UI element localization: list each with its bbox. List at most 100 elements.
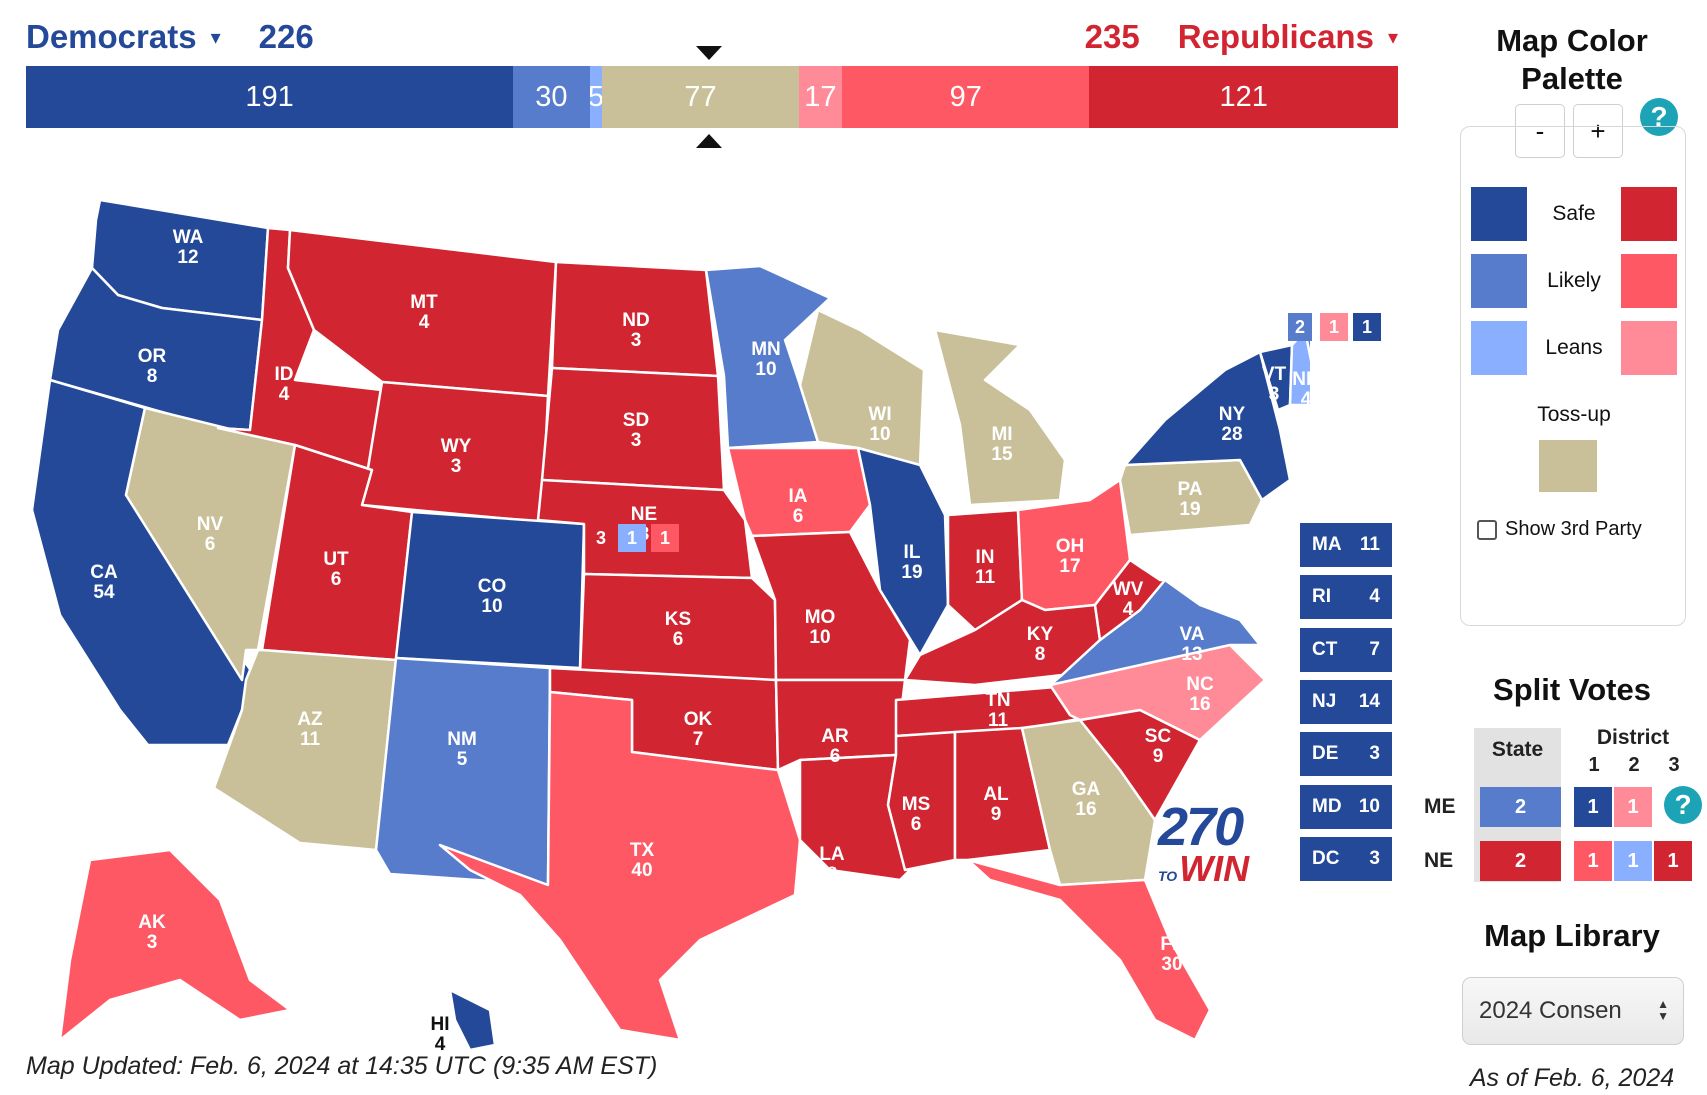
me-state-split[interactable]: 2 (1480, 787, 1561, 827)
small-state-ev: 3 (1369, 743, 1380, 765)
zoom-out-button[interactable]: - (1515, 104, 1565, 158)
dem-likely-swatch[interactable] (1471, 254, 1527, 308)
logo-win: WIN (1179, 848, 1250, 889)
state-label-tx: TX 40 (630, 840, 655, 881)
state-nc[interactable] (1048, 643, 1267, 742)
state-ev: 4 (1301, 389, 1310, 410)
ne-district-1-box[interactable]: 1 (618, 524, 646, 552)
state-ev: 3 (631, 430, 642, 451)
map-library-selected: 2024 Consen (1479, 997, 1622, 1024)
me-district-2-box[interactable]: 1 (1320, 313, 1348, 341)
state-label-ca: CA 54 (90, 562, 118, 603)
state-abbr: AZ (297, 709, 323, 730)
small-state-ri[interactable]: RI 4 (1300, 575, 1392, 620)
tossup-swatch[interactable] (1539, 440, 1597, 492)
chevron-down-icon[interactable]: ▾ (210, 26, 221, 49)
state-abbr: VA (1180, 624, 1205, 645)
dem-safe-swatch[interactable] (1471, 187, 1527, 241)
state-label-mi: MI 15 (991, 424, 1013, 465)
me-district-1-split[interactable]: 1 (1574, 787, 1612, 827)
state-ev: 4 (435, 1034, 446, 1055)
state-label-tn: TN 11 (985, 690, 1010, 731)
state-abbr: NY (1219, 404, 1246, 425)
state-nm[interactable] (374, 656, 552, 887)
state-mo[interactable] (750, 530, 912, 682)
rep-safe-swatch[interactable] (1621, 187, 1677, 241)
state-wi[interactable] (798, 308, 926, 467)
state-abbr: OR (138, 346, 167, 367)
state-ak[interactable] (58, 848, 292, 1042)
state-hi[interactable] (448, 988, 497, 1052)
state-ev: 19 (901, 562, 922, 583)
state-label-wy: WY 3 (441, 436, 472, 477)
ne-district-2-box[interactable]: 1 (651, 524, 679, 552)
small-state-dc[interactable]: DC 3 (1300, 836, 1392, 881)
state-ev: 9 (1153, 746, 1164, 767)
republicans-label[interactable]: Republicans (1177, 18, 1374, 55)
safe-label: Safe (1552, 202, 1596, 225)
score-segment-rep-leans: 17 (798, 66, 843, 128)
state-ev: 10 (481, 596, 502, 617)
democrats-label[interactable]: Democrats (26, 18, 197, 55)
state-mi[interactable] (933, 328, 1067, 507)
state-label-az: AZ 11 (297, 709, 323, 750)
ne-district-2-split[interactable]: 1 (1614, 841, 1652, 881)
me-district-2-split[interactable]: 1 (1614, 787, 1652, 827)
small-state-abbr: DE (1312, 743, 1339, 765)
zoom-in-button[interactable]: + (1573, 104, 1623, 158)
small-state-nj[interactable]: NJ 14 (1300, 679, 1392, 724)
state-il[interactable] (856, 446, 950, 657)
state-al[interactable] (953, 726, 1052, 862)
show-third-party-checkbox[interactable]: Show 3rd Party (1477, 518, 1642, 541)
map-library-select[interactable]: 2024 Consen ▲ ▼ (1462, 977, 1684, 1045)
state-ev: 10 (809, 627, 830, 648)
state-ev: 9 (991, 804, 1002, 825)
state-abbr: WV (1113, 579, 1144, 600)
state-ev: 4 (1123, 599, 1134, 620)
state-ev: 8 (827, 864, 838, 885)
score-header: Democrats ▾ 226 235 Republicans ▾ (26, 18, 1398, 62)
state-ev: 6 (673, 629, 684, 650)
state-abbr: AR (821, 726, 849, 747)
rep-leans-swatch[interactable] (1621, 321, 1677, 375)
state-ny[interactable] (1123, 350, 1292, 502)
state-ev: 6 (793, 506, 804, 527)
show-third-party-label: Show 3rd Party (1505, 518, 1642, 540)
score-segment-dem-safe: 191 (26, 66, 514, 128)
me-district-1-box[interactable]: 1 (1353, 313, 1381, 341)
split-ne-label: NE (1424, 849, 1454, 872)
rep-likely-swatch[interactable] (1621, 254, 1677, 308)
republicans-header[interactable]: 235 Republicans ▾ (1085, 18, 1398, 56)
state-abbr: NC (1186, 674, 1214, 695)
select-arrows-icon: ▲ ▼ (1657, 997, 1669, 1023)
state-ev: 16 (1075, 799, 1096, 820)
small-state-de[interactable]: DE 3 (1300, 732, 1392, 777)
state-ev: 6 (830, 746, 841, 767)
small-state-ct[interactable]: CT 7 (1300, 627, 1392, 672)
democrats-header[interactable]: Democrats ▾ 226 (26, 18, 314, 56)
state-abbr: AK (138, 912, 166, 933)
state-label-ia: IA 6 (789, 486, 808, 527)
map-library-title: Map Library (1484, 918, 1660, 953)
state-ky[interactable] (903, 598, 1102, 687)
state-wv[interactable] (1093, 558, 1167, 642)
score-segment-rep-safe: 121 (1089, 66, 1398, 128)
state-abbr: ND (622, 310, 649, 331)
me-statewide-box[interactable]: 2 (1288, 313, 1312, 341)
dem-leans-swatch[interactable] (1471, 321, 1527, 375)
small-state-abbr: MD (1312, 795, 1342, 817)
split-votes-help-icon[interactable]: ? (1664, 786, 1702, 824)
palette-help-icon[interactable]: ? (1640, 98, 1678, 136)
chevron-down-icon[interactable]: ▾ (1387, 26, 1398, 49)
ne-district-3-split[interactable]: 1 (1654, 841, 1692, 881)
state-label-ar: AR 6 (821, 726, 849, 767)
state-tx[interactable] (438, 690, 802, 1042)
small-state-md[interactable]: MD 10 (1300, 784, 1392, 829)
ne-district-1-split[interactable]: 1 (1574, 841, 1612, 881)
state-abbr: KY (1027, 624, 1054, 645)
state-fl[interactable] (966, 858, 1212, 1042)
small-state-ma[interactable]: MA 11 (1300, 523, 1392, 567)
checkbox-icon[interactable] (1477, 519, 1497, 540)
state-ev: 19 (1179, 499, 1200, 520)
ne-state-split[interactable]: 2 (1480, 841, 1561, 881)
